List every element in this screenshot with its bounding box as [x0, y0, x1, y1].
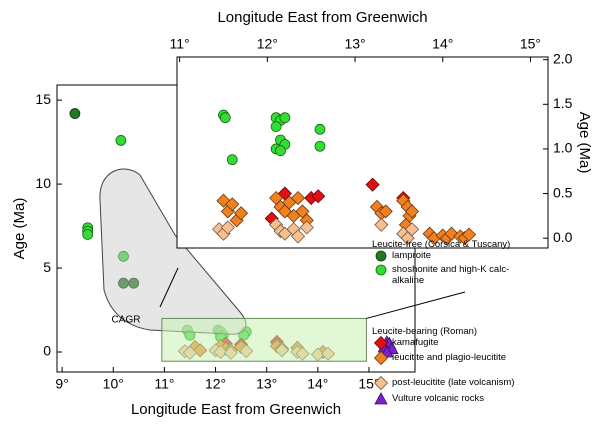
zoom-region	[161, 317, 367, 362]
legend-label: kamafugite	[392, 337, 439, 348]
point	[373, 350, 389, 366]
point	[314, 123, 326, 135]
y-tick-label: 2.0	[553, 50, 573, 66]
point	[314, 140, 326, 152]
y-tick-label: 5	[43, 259, 51, 275]
point	[82, 229, 94, 240]
x-tick-label: 15°	[358, 376, 379, 392]
x-tick-label: 12°	[205, 376, 226, 392]
point	[404, 204, 420, 219]
x-tick-label: 13°	[344, 36, 365, 52]
point	[290, 229, 306, 244]
x-axis-title: Longitude East from Greenwich	[217, 9, 427, 26]
y-tick-label: 0.0	[553, 229, 573, 245]
point	[373, 335, 389, 351]
point	[226, 154, 238, 166]
legend-label: shoshonite and high-K calc-alkaline	[392, 264, 510, 286]
y-axis-title: Age (Ma)	[576, 112, 593, 174]
point	[216, 193, 231, 208]
y-axis-title: Age (Ma)	[11, 198, 28, 260]
point	[461, 227, 477, 242]
point	[233, 206, 249, 221]
annotation: CAGR	[112, 315, 141, 326]
y-tick-label: 10	[35, 175, 51, 191]
point	[365, 177, 380, 192]
point	[220, 220, 235, 235]
point	[404, 222, 420, 237]
legend-group: Leucite-bearing (Roman)	[372, 326, 478, 337]
point	[115, 135, 127, 146]
leader	[366, 291, 466, 319]
point	[373, 375, 389, 391]
point	[219, 112, 231, 124]
point	[128, 277, 140, 289]
point	[375, 264, 387, 276]
x-tick-label: 11°	[154, 376, 174, 392]
x-tick-label: 10°	[103, 376, 124, 392]
leader	[159, 267, 179, 308]
legend-label: lamproite	[392, 250, 432, 261]
x-axis-title: Longitude East from Greenwich	[131, 401, 341, 418]
point	[375, 250, 387, 262]
point	[279, 112, 291, 124]
x-tick-label: 13°	[256, 376, 277, 392]
point	[225, 197, 240, 212]
point	[299, 220, 314, 235]
x-tick-label: 14°	[432, 36, 453, 52]
point	[374, 217, 389, 232]
x-tick-label: 11°	[170, 36, 190, 52]
point	[378, 204, 393, 219]
y-tick-label: 15	[35, 91, 51, 107]
point	[275, 145, 286, 157]
point	[270, 121, 282, 133]
x-tick-label: 15°	[520, 36, 541, 52]
y-tick-label: 1.0	[553, 140, 573, 156]
legend-label: Vulture volcanic rocks	[392, 393, 485, 404]
point	[118, 250, 129, 262]
point	[374, 392, 388, 405]
y-tick-label: 0	[43, 343, 51, 359]
legend-label: leucitite and plagio-leucitite	[392, 352, 507, 363]
legend-group: Leucite-free (Corsica & Tuscany)	[372, 239, 511, 250]
x-tick-label: 12°	[257, 36, 278, 52]
point	[290, 190, 306, 206]
y-tick-label: 0.5	[553, 184, 573, 200]
point	[311, 189, 326, 204]
x-tick-label: 14°	[307, 376, 328, 392]
y-tick-label: 1.5	[553, 95, 573, 111]
point	[69, 108, 81, 119]
legend-label: post-leucitite (late volcanism)	[392, 377, 515, 388]
x-tick-label: 9°	[55, 376, 68, 392]
